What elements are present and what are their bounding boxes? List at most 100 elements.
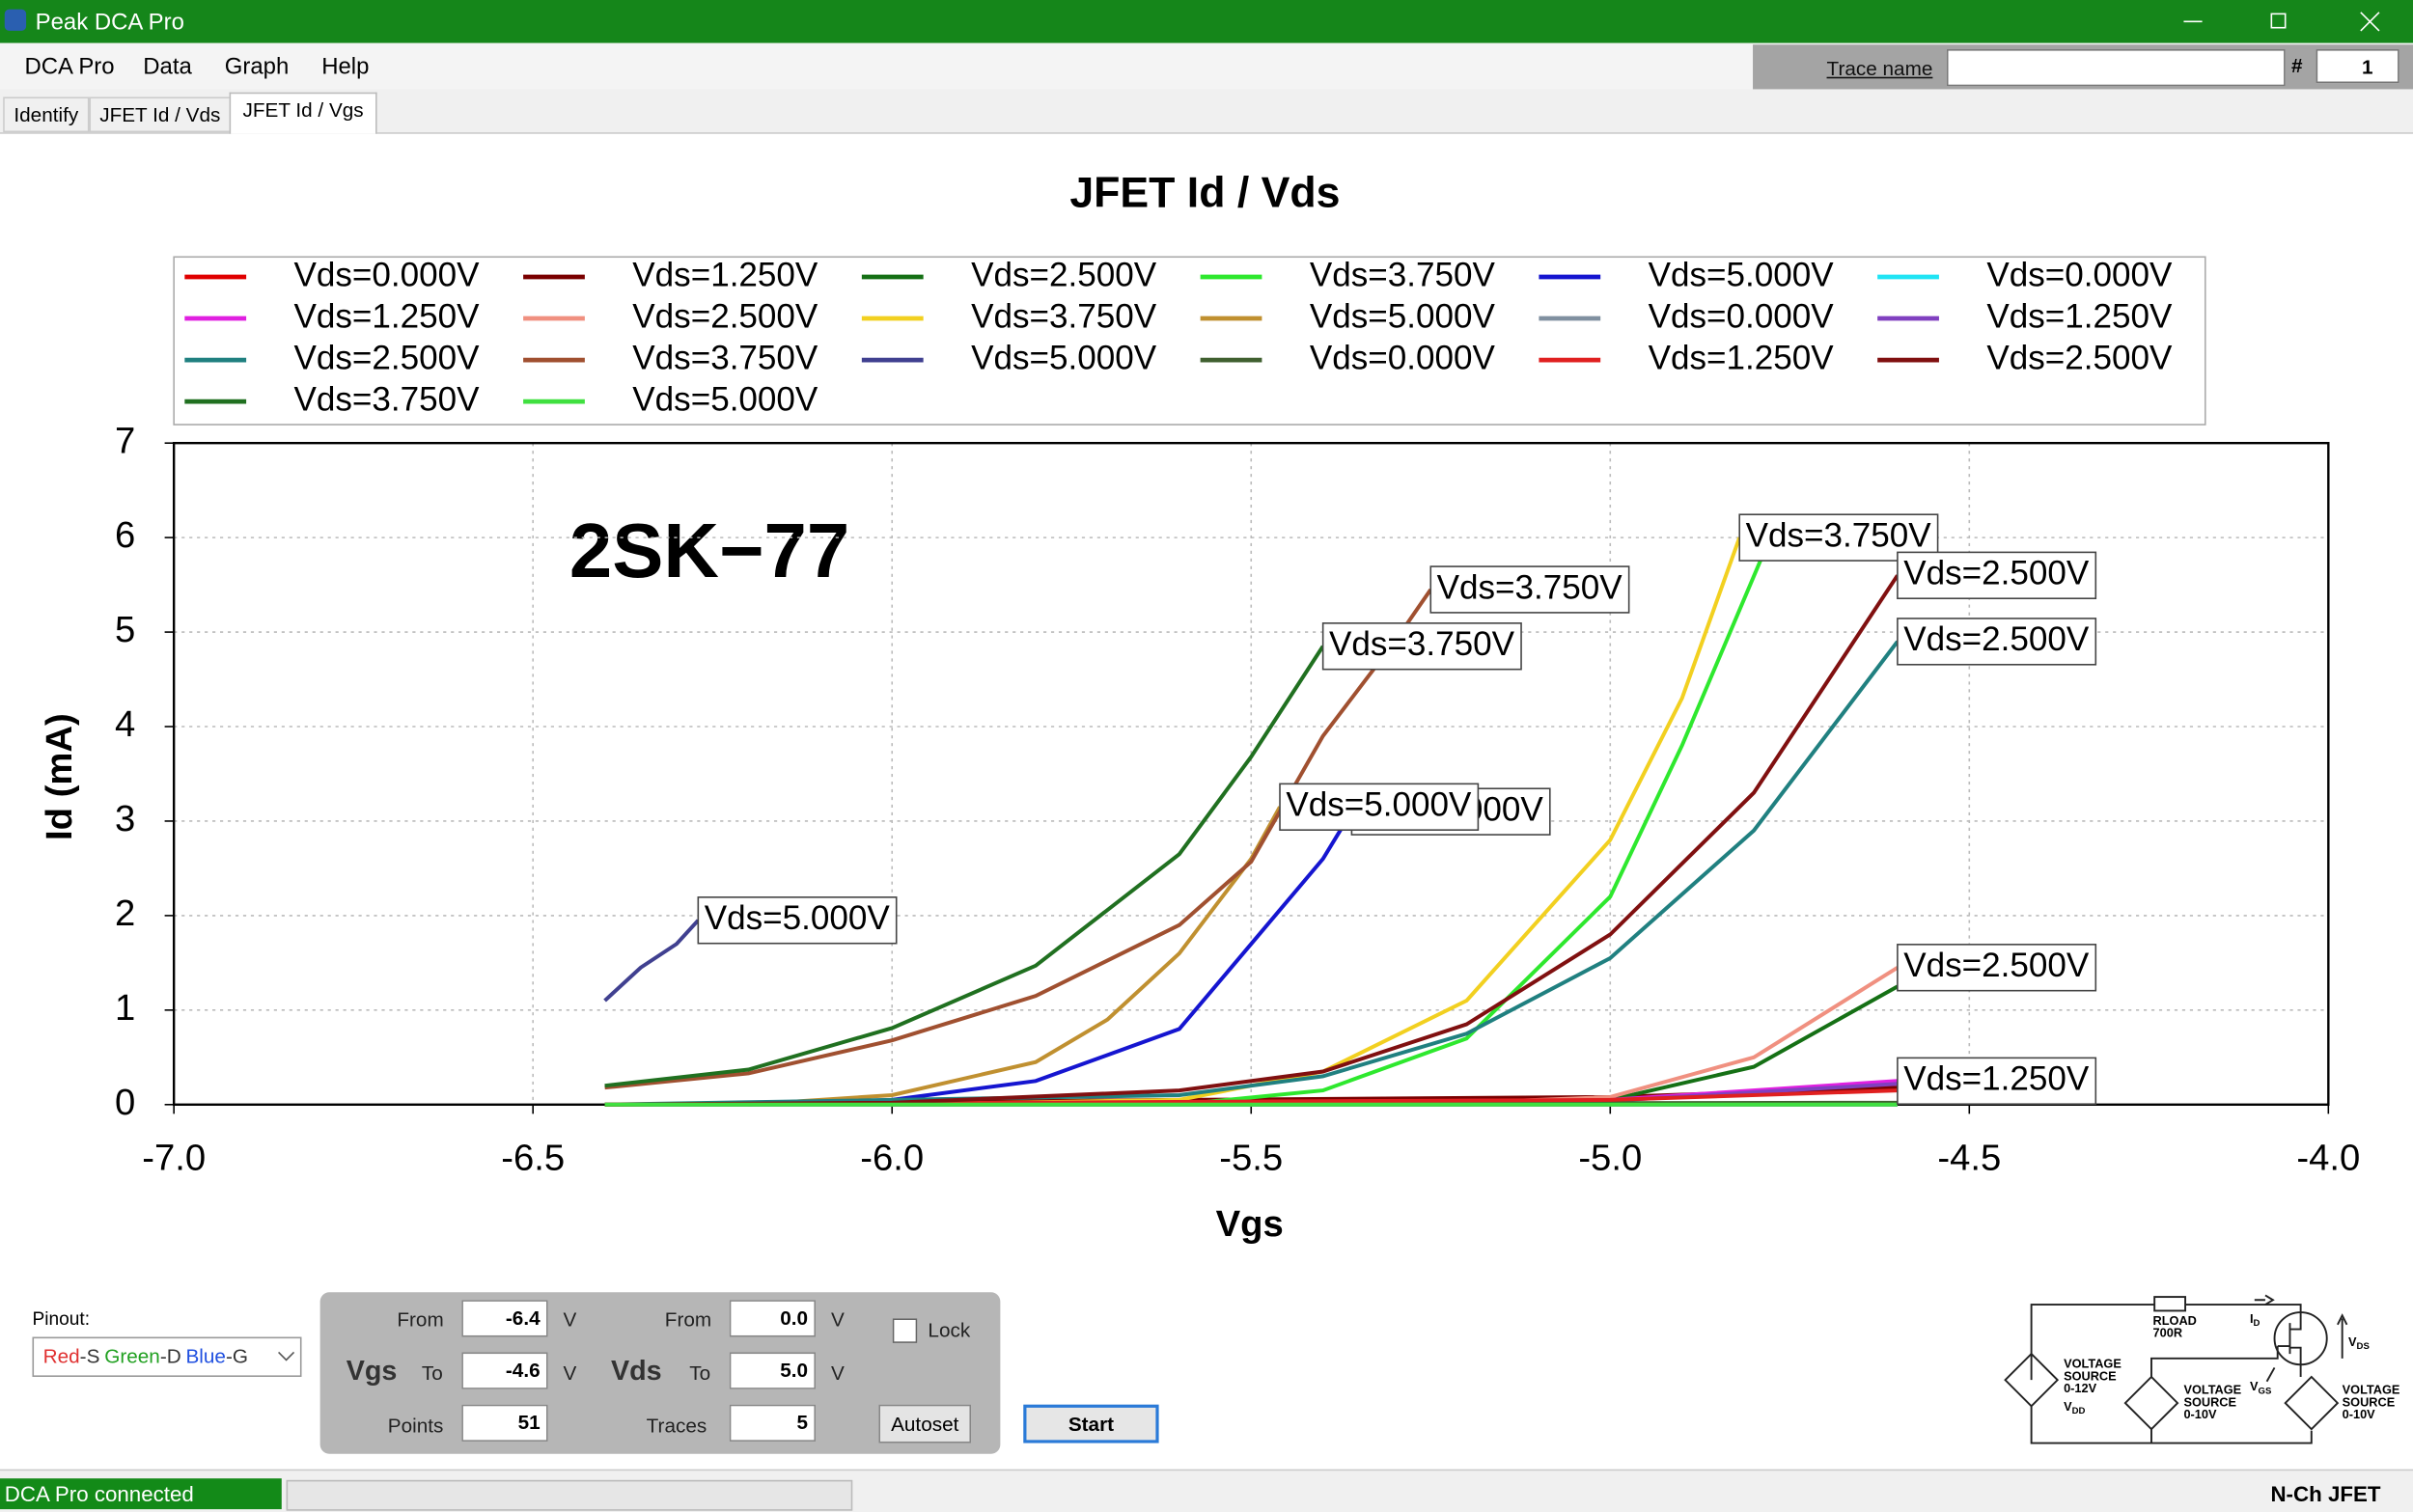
window-controls[interactable] xyxy=(2154,0,2413,43)
tab-active[interactable]: JFET Id / Vgs xyxy=(229,92,377,134)
legend-label: Vds=2.500V xyxy=(971,256,1157,293)
trace-number[interactable]: 1 xyxy=(2316,49,2399,84)
vds-to[interactable]: 5.0 xyxy=(729,1352,817,1389)
points[interactable]: 51 xyxy=(461,1404,548,1442)
legend-label: Vds=2.500V xyxy=(294,339,481,376)
restore[interactable] xyxy=(2270,13,2287,29)
end-label-text: Vds=5.000V xyxy=(705,899,891,937)
pin-part: -S xyxy=(79,1344,100,1368)
traces[interactable]: 5 xyxy=(729,1404,817,1442)
device-annotation: 2SK−77 xyxy=(569,508,849,593)
source-text: VOLTAGE xyxy=(2064,1357,2122,1371)
vgs-to[interactable]: -4.6 xyxy=(461,1352,548,1389)
tab[interactable]: Identify xyxy=(3,96,90,133)
x-tick-label: -6.5 xyxy=(501,1137,565,1178)
end-label-text: Vds=3.750V xyxy=(1746,516,1932,554)
sweep-panel: From -6.4 V Vgs To -4.6 V Points 51 From… xyxy=(319,1292,1001,1454)
svg-text:VDD: VDD xyxy=(2064,1399,2085,1416)
x-tick-label: -4.5 xyxy=(1937,1137,2001,1178)
vds-from[interactable]: 0.0 xyxy=(729,1300,817,1337)
legend-label: Vds=5.000V xyxy=(632,380,818,418)
pinout-select[interactable]: Red-S Green-D Blue-G xyxy=(32,1336,302,1377)
vgs-to-label: To xyxy=(421,1361,443,1385)
autoset-button[interactable]: Autoset xyxy=(878,1404,972,1443)
series-line xyxy=(1179,541,1770,1107)
series-line xyxy=(748,811,1354,1107)
x-tick-label: -7.0 xyxy=(142,1137,206,1178)
trace-name-input[interactable] xyxy=(1946,49,2286,87)
menu-item[interactable]: Help xyxy=(321,53,370,80)
legend-label: Vds=1.250V xyxy=(294,297,481,335)
vgs-from[interactable]: -6.4 xyxy=(461,1300,548,1337)
y-tick-label: 0 xyxy=(115,1082,135,1123)
legend-label: Vds=5.000V xyxy=(1649,256,1835,293)
series-line xyxy=(604,640,1900,1107)
vds-to-label: To xyxy=(689,1361,711,1385)
end-label-text: Vds=2.500V xyxy=(1903,947,2090,984)
legend-label: Vds=1.250V xyxy=(632,256,818,293)
menu-item[interactable]: Data xyxy=(143,53,192,80)
pin-part: -D xyxy=(159,1344,181,1368)
unit: V xyxy=(830,1361,845,1385)
legend-label: Vds=2.500V xyxy=(1986,339,2173,376)
source-text: SOURCE xyxy=(2343,1394,2396,1409)
app-icon xyxy=(4,9,27,31)
menu-item[interactable]: DCA Pro xyxy=(24,53,115,80)
series-line xyxy=(604,588,1432,1090)
points-label: Points xyxy=(387,1414,444,1438)
unit: V xyxy=(563,1307,577,1332)
series-line xyxy=(892,536,1742,1107)
end-label-text: Vds=5.000V xyxy=(1286,786,1472,824)
device-type: N-Ch JFET xyxy=(2270,1481,2381,1506)
trace-name-label: Trace name xyxy=(1826,56,1933,80)
end-label-text: Vds=2.500V xyxy=(1903,620,2090,658)
end-label-box xyxy=(1897,551,2097,600)
legend-label: Vds=3.750V xyxy=(971,297,1157,335)
end-label-box xyxy=(1897,618,2097,666)
y-axis-label: Id (mA) xyxy=(39,713,80,840)
y-tick-label: 2 xyxy=(115,893,135,934)
end-label-text: Vds=3.750V xyxy=(1437,568,1623,606)
legend-label: Vds=5.000V xyxy=(1310,297,1496,335)
series-line xyxy=(892,984,1899,1107)
legend-label: Vds=0.000V xyxy=(1310,339,1496,376)
svg-text:VGS: VGS xyxy=(2250,1380,2271,1396)
start-button[interactable]: Start xyxy=(1023,1404,1159,1443)
source-text: VOLTAGE xyxy=(2183,1383,2241,1397)
pinout-label: Pinout: xyxy=(32,1307,91,1330)
end-label-box xyxy=(1321,622,1522,671)
title-bar: Peak DCA Pro xyxy=(0,0,2413,43)
chart: JFET Id / Vds Vgs Id (mA) 2SK−77 Vds=0.0… xyxy=(39,169,2360,1245)
end-label: Vds=2.500V xyxy=(1897,551,2097,600)
pin-part: Red xyxy=(42,1344,80,1368)
legend-label: Vds=1.250V xyxy=(1986,297,2173,335)
legend-label: Vds=3.750V xyxy=(632,339,818,376)
circuit-wires xyxy=(2004,1294,2348,1444)
status-bar: DCA Pro connected N-Ch JFET xyxy=(0,1469,2413,1512)
legend-label: Vds=0.000V xyxy=(1649,297,1835,335)
menu-item[interactable]: Graph xyxy=(224,53,290,80)
unit: V xyxy=(563,1361,577,1385)
source-text: 0-12V xyxy=(2064,1381,2097,1395)
x-tick-label: -4.0 xyxy=(2296,1137,2360,1178)
symbol-sub: DD xyxy=(2072,1406,2086,1416)
lock-checkbox[interactable] xyxy=(892,1318,918,1343)
menu-bar: DCA Pro Data Graph Help Trace name # 1 xyxy=(0,42,2413,90)
end-label-box xyxy=(1897,944,2097,992)
source-text: 0-10V xyxy=(2183,1407,2217,1421)
symbol: V xyxy=(2348,1334,2357,1349)
rload-value: 700R xyxy=(2153,1326,2182,1340)
circuit-diagram: RLOAD 700R ID VDS VGS VOLTAGE SOURCE 0-1… xyxy=(2004,1294,2399,1444)
source-text: SOURCE xyxy=(2183,1394,2236,1409)
symbol: V xyxy=(2250,1380,2259,1394)
source-text: SOURCE xyxy=(2064,1368,2117,1383)
source-text: 0-10V xyxy=(2343,1407,2376,1421)
legend-label: Vds=0.000V xyxy=(1986,256,2173,293)
vgs-label: Vgs xyxy=(346,1355,398,1387)
lock-label: Lock xyxy=(928,1318,971,1342)
vgs-from-label: From xyxy=(397,1307,444,1332)
series-line xyxy=(604,645,1325,1088)
y-tick-label: 5 xyxy=(115,609,135,650)
close[interactable] xyxy=(2360,12,2380,32)
